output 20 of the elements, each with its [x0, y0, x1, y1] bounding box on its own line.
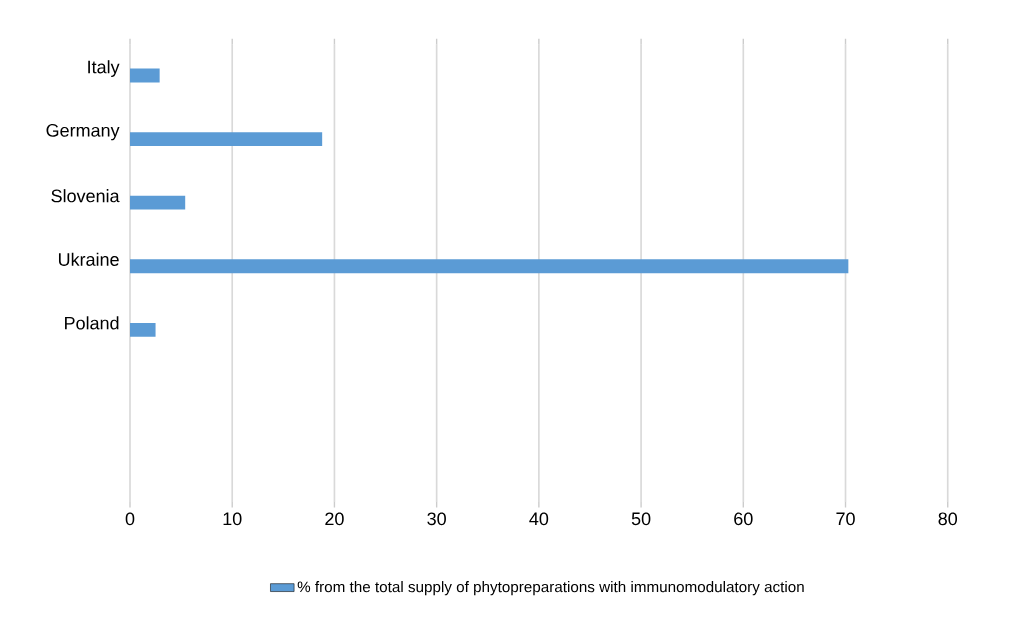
- x-tick-label: 70: [836, 512, 855, 526]
- x-tick-label: 30: [427, 512, 446, 526]
- y-tick-label: Ukraine: [58, 252, 119, 266]
- y-tick-label: Poland: [65, 316, 119, 330]
- bar: [130, 68, 160, 83]
- bar: [130, 259, 849, 274]
- x-tick-label: 60: [734, 512, 753, 526]
- y-tick-label: Italy: [88, 60, 120, 77]
- x-tick-label: 20: [325, 512, 344, 526]
- x-tick-label: 10: [223, 512, 242, 526]
- x-tick-label: 40: [529, 512, 549, 526]
- x-tick-label: 80: [938, 512, 958, 526]
- x-tick-label: 0: [125, 512, 135, 526]
- y-tick-label: Slovenia: [51, 189, 120, 203]
- bar: [130, 195, 186, 210]
- bar: [130, 132, 323, 146]
- y-tick-label: Germany: [46, 124, 120, 141]
- x-tick-label: 50: [631, 512, 651, 526]
- legend-label: % from the total supply of phytopreparations with immunomodulatory action: [297, 581, 804, 596]
- bar: [130, 322, 156, 337]
